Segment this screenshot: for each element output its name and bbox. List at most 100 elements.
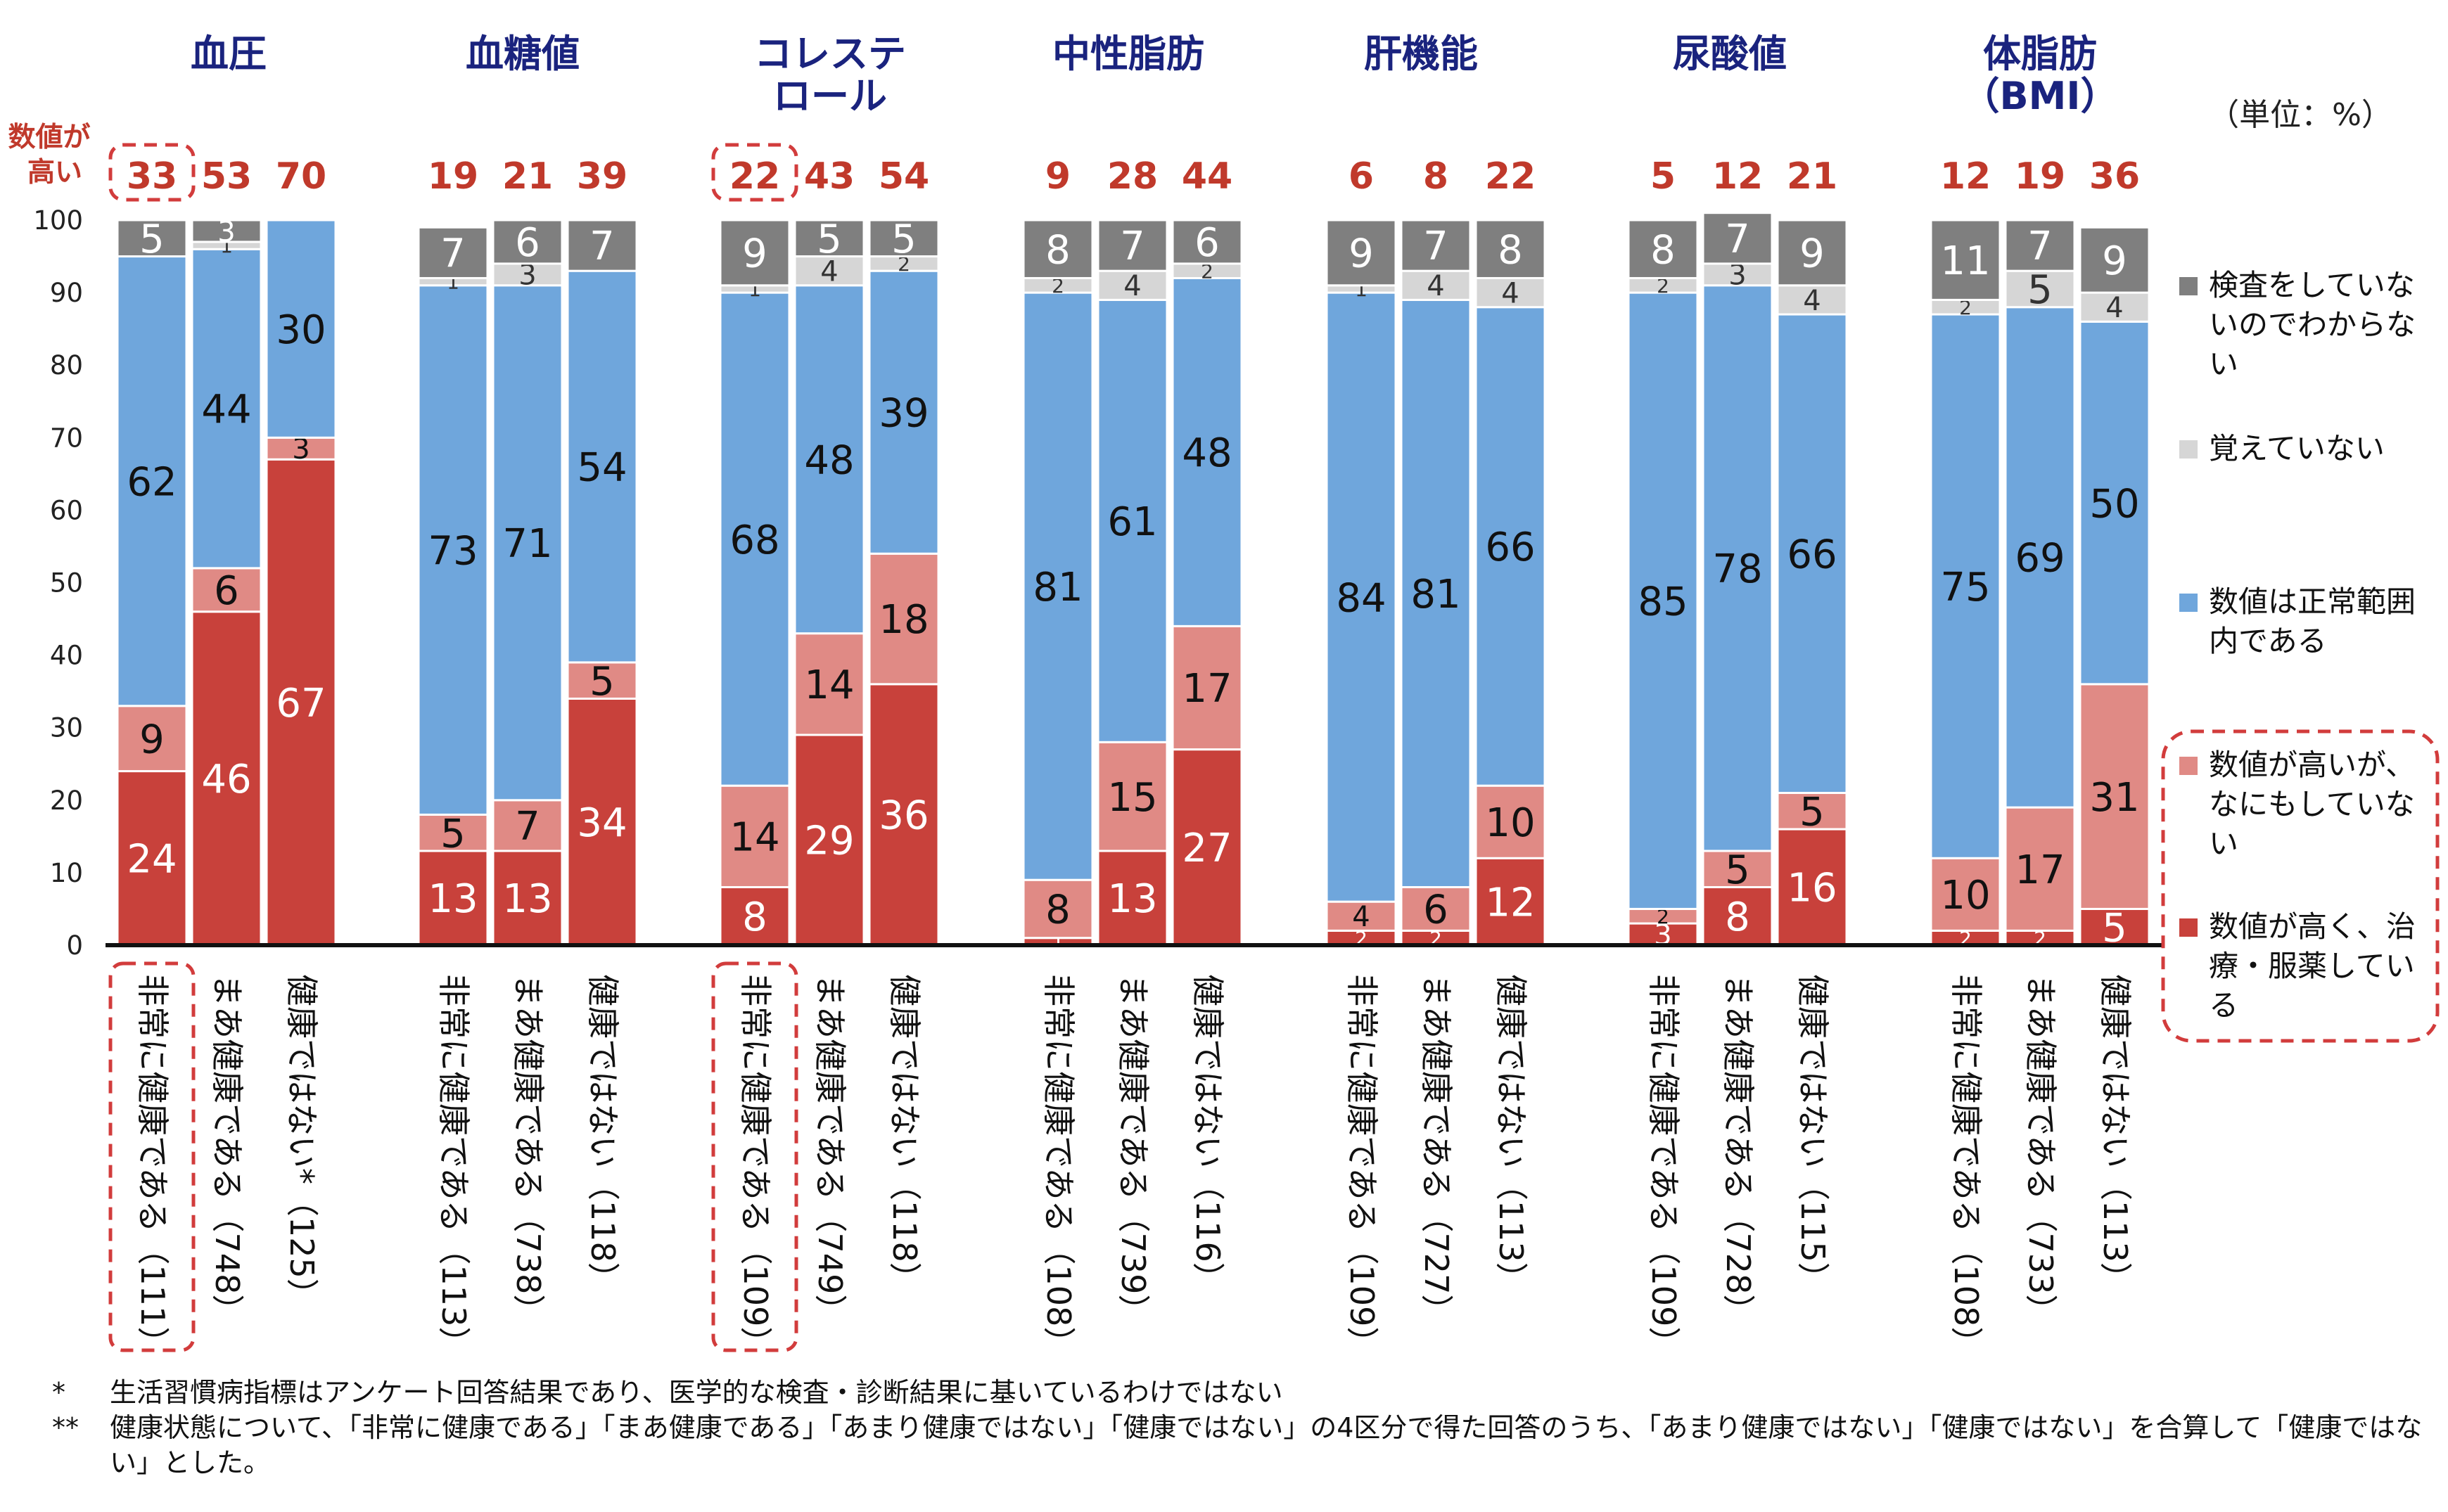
category-label-group: 非常に健康である（109） bbox=[1343, 974, 1381, 1359]
category-label: 非常に健康である（109） bbox=[1343, 974, 1381, 1359]
bar-segment-forgot bbox=[1097, 269, 1168, 301]
data-label-not_tested: 8 bbox=[1650, 227, 1676, 273]
bar-segment-untreated bbox=[191, 567, 262, 613]
category-label: まあ健康である（728） bbox=[1719, 974, 1757, 1326]
category-label-group: 健康ではない（118） bbox=[886, 974, 924, 1295]
data-label-untreated: 31 bbox=[2089, 775, 2139, 821]
bar-segment-forgot bbox=[1702, 262, 1773, 287]
data-label-treated: 67 bbox=[276, 681, 326, 726]
data-label-untreated: 9 bbox=[139, 717, 165, 762]
bar-segment-not_tested bbox=[1325, 219, 1397, 287]
data-label-normal: 73 bbox=[428, 528, 478, 574]
bar-segment-not_tested bbox=[1171, 219, 1243, 265]
category-label: 非常に健康である（109） bbox=[737, 974, 774, 1359]
category-label: まあ健康である（727） bbox=[1417, 974, 1455, 1326]
group-title: 血糖値 bbox=[466, 32, 580, 76]
data-label-not_tested: 7 bbox=[589, 224, 615, 269]
y-tick-label: 60 bbox=[50, 495, 83, 525]
bar-segment-not_tested bbox=[868, 219, 940, 258]
bar-segment-not_tested bbox=[116, 219, 188, 258]
bar-segment-normal bbox=[1022, 291, 1094, 881]
bar-segment-normal bbox=[1776, 313, 1848, 794]
category-label: 非常に健康である（113） bbox=[435, 974, 473, 1359]
group-title: 尿酸値 bbox=[1673, 32, 1787, 76]
category-label: まあ健康である（748） bbox=[208, 974, 246, 1326]
legend-label-treated: 数値が高く、治 bbox=[2209, 909, 2416, 944]
legend-label-untreated: 数値が高いが、 bbox=[2209, 748, 2415, 782]
high-total-label: 43 bbox=[804, 155, 855, 198]
data-label-not_tested: 7 bbox=[1423, 224, 1448, 269]
bar-segment-untreated bbox=[116, 705, 188, 773]
category-label: 健康ではない（115） bbox=[1794, 974, 1832, 1295]
y-tick-label: 30 bbox=[50, 713, 83, 743]
high-total-label: 21 bbox=[502, 155, 553, 198]
bar-segment-not_tested bbox=[566, 219, 638, 272]
bar-segment-not_tested bbox=[191, 219, 262, 243]
legend-label-treated: 療・服薬してい bbox=[2209, 949, 2415, 983]
legend-label-not_tested: いのでわからな bbox=[2209, 307, 2416, 342]
y-tick-label: 100 bbox=[33, 205, 83, 236]
highlight-box-top bbox=[108, 143, 196, 202]
data-label-normal: 39 bbox=[879, 390, 929, 436]
legend-label-untreated: なにもしていな bbox=[2209, 787, 2415, 821]
bar-segment-normal bbox=[1400, 298, 1472, 889]
data-label-normal: 50 bbox=[2089, 481, 2139, 527]
data-label-untreated: 15 bbox=[1107, 775, 1157, 821]
data-label-untreated: 6 bbox=[214, 568, 239, 614]
high-value-label: 高い bbox=[27, 157, 82, 188]
high-total-label: 19 bbox=[428, 155, 478, 198]
bar-segment-untreated bbox=[492, 799, 563, 852]
data-label-not_tested: 8 bbox=[1045, 227, 1071, 273]
bar-segment-not_tested bbox=[1776, 219, 1848, 287]
data-label-not_tested: 8 bbox=[1498, 227, 1523, 273]
category-label: 健康ではない*（125） bbox=[283, 974, 321, 1311]
category-label-group: まあ健康である（749） bbox=[811, 974, 849, 1326]
data-label-untreated: 2 bbox=[1657, 905, 1669, 928]
high-total-label: 44 bbox=[1182, 155, 1232, 198]
high-total-label: 36 bbox=[2089, 155, 2140, 198]
bar-segment-forgot bbox=[492, 262, 563, 287]
category-label: まあ健康である（733） bbox=[2022, 974, 2060, 1326]
category-label-group: まあ健康である（728） bbox=[1719, 974, 1757, 1326]
bar-segment-normal bbox=[1325, 291, 1397, 903]
data-label-treated: 24 bbox=[127, 836, 177, 882]
bar-segment-untreated bbox=[2004, 806, 2076, 932]
category-label: まあ健康である（739） bbox=[1114, 974, 1152, 1326]
footnote-2-text: 健康状態について、「非常に健康である」「まあ健康である」「あまり健康ではない」「… bbox=[110, 1412, 2423, 1478]
legend-label-normal: 内である bbox=[2209, 624, 2327, 658]
bar-segment-forgot bbox=[793, 255, 865, 287]
data-label-not_tested: 9 bbox=[742, 231, 767, 277]
bar-segment-not_tested bbox=[1702, 212, 1773, 265]
y-tick-label: 10 bbox=[50, 858, 83, 888]
category-label-group: まあ健康である（739） bbox=[1114, 974, 1152, 1326]
footnote-1: * 生活習慣病指標はアンケート回答結果であり、医学的な検査・診断結果に基いている… bbox=[31, 1375, 2423, 1410]
bar-segment-not_tested bbox=[417, 226, 489, 279]
data-label-treated: 13 bbox=[502, 876, 552, 922]
category-label-group: 健康ではない（115） bbox=[1794, 974, 1832, 1295]
group-title: 体脂肪 bbox=[1983, 32, 2097, 76]
data-label-untreated: 5 bbox=[1799, 789, 1825, 835]
bar-segment-forgot bbox=[1400, 269, 1472, 301]
data-label-forgot: 4 bbox=[1803, 285, 1821, 317]
bar-segment-normal bbox=[1474, 306, 1546, 787]
data-label-treated: 29 bbox=[804, 819, 854, 864]
category-label-group: 健康ではない（118） bbox=[584, 974, 622, 1295]
high-total-label: 5 bbox=[1650, 155, 1676, 198]
bar-segment-normal bbox=[1702, 284, 1773, 852]
data-label-not_tested: 6 bbox=[1194, 220, 1220, 266]
bar-segment-not_tested bbox=[1097, 219, 1168, 272]
data-label-not_tested: 7 bbox=[1725, 217, 1750, 262]
data-label-not_tested: 5 bbox=[891, 217, 917, 262]
data-label-untreated: 17 bbox=[2015, 847, 2065, 893]
legend-highlight-box bbox=[2161, 729, 2440, 1043]
legend-swatch-normal bbox=[2179, 594, 2198, 612]
category-label-group: 健康ではない（113） bbox=[2096, 974, 2134, 1295]
group-title: コレステ bbox=[754, 32, 906, 76]
category-label: 健康ではない（116） bbox=[1189, 974, 1227, 1295]
category-label-group: まあ健康である（738） bbox=[509, 974, 547, 1326]
group-title: 血圧 bbox=[191, 32, 267, 76]
data-label-untreated: 8 bbox=[1045, 888, 1071, 933]
high-total-label: 9 bbox=[1045, 155, 1071, 198]
data-label-untreated: 5 bbox=[589, 659, 615, 705]
